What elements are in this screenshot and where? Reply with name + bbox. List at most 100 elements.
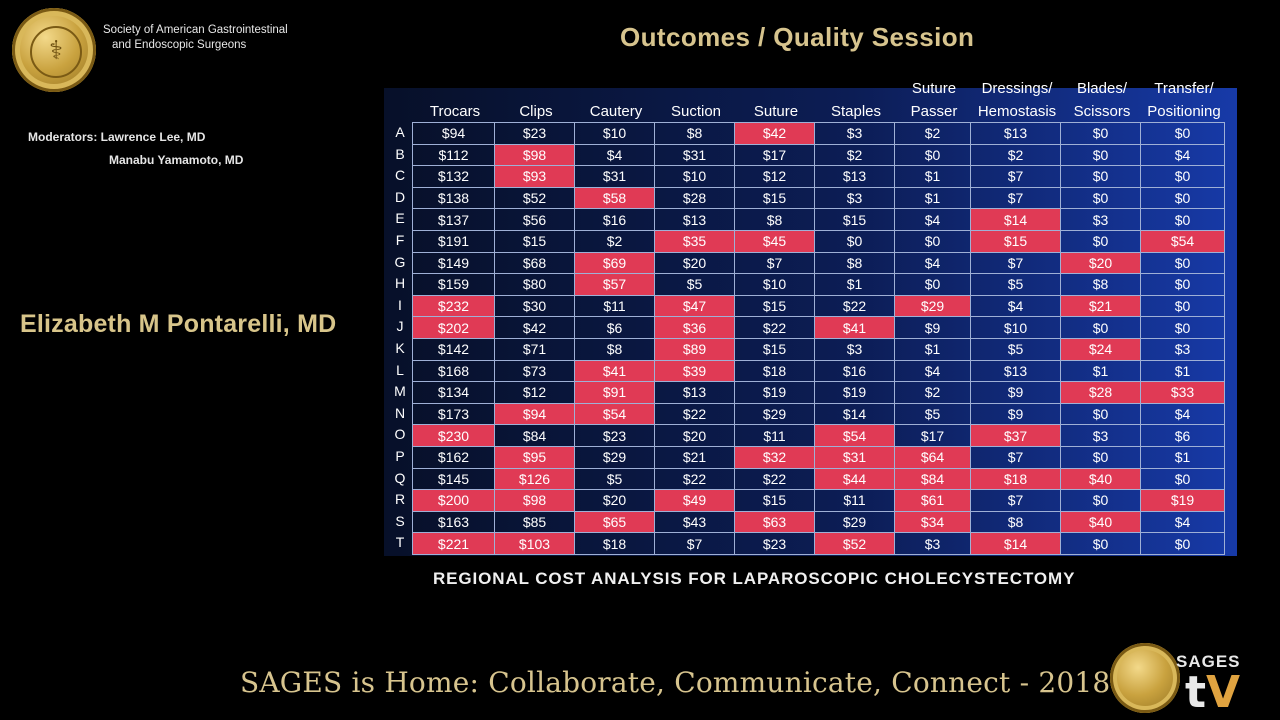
row-label: A: [395, 124, 405, 140]
table-cell: $3: [814, 122, 895, 145]
table-cell: $93: [494, 165, 575, 188]
table-row: $112 $98 $4 $31 $17 $2 $0 $2 $0 $4: [412, 143, 1225, 167]
row-label: D: [394, 188, 406, 205]
table-cell: $12: [734, 165, 815, 188]
table-cell: $12: [494, 381, 575, 404]
column-header-line: Trocars: [429, 103, 481, 120]
table-row: $230 $84 $23 $20 $11 $54 $17 $37 $3 $6: [412, 424, 1225, 447]
table-cell: $43: [654, 510, 735, 534]
table-cell: $39: [654, 359, 735, 383]
table-cell: $8: [1060, 273, 1141, 296]
table-cell: $1: [1060, 359, 1141, 383]
table-cell: $202: [412, 316, 495, 339]
table-cell: $49: [654, 489, 735, 512]
table-cell: $0: [1140, 294, 1225, 318]
column-header-line: Passer: [910, 103, 958, 120]
table-cell: $137: [412, 208, 495, 231]
table-cell: $3: [894, 532, 971, 555]
table-cell: $9: [970, 381, 1061, 404]
table-cell: $19: [1140, 489, 1225, 512]
table-cell: $13: [814, 165, 895, 188]
table-cell: $31: [814, 445, 895, 469]
column-header-line: Cautery: [589, 103, 643, 120]
row-label: M: [394, 383, 406, 400]
table-cell: $13: [970, 359, 1061, 383]
table-row: $163 $85 $65 $43 $63 $29 $34 $8 $40 $4: [412, 510, 1225, 534]
table-cell: $4: [1140, 402, 1225, 426]
table-cell: $7: [734, 251, 815, 275]
org-line-2: and Endoscopic Surgeons: [112, 39, 247, 51]
table-cell: $22: [734, 316, 815, 339]
column-header: Cautery: [576, 100, 656, 123]
table-cell: $19: [814, 381, 895, 404]
column-header-line: Suture: [911, 80, 957, 97]
table-cell: $20: [654, 424, 735, 447]
table-cell: $11: [814, 489, 895, 512]
column-header-line: Suture: [753, 103, 799, 120]
table-cell: $149: [412, 251, 495, 275]
table-cell: $8: [734, 208, 815, 231]
table-cell: $4: [1140, 510, 1225, 534]
table-cell: $163: [412, 510, 495, 534]
table-cell: $134: [412, 381, 495, 404]
table-cell: $168: [412, 359, 495, 383]
slide-caption: REGIONAL COST ANALYSIS FOR LAPAROSCOPIC …: [433, 569, 1076, 588]
table-cell: $10: [734, 273, 815, 296]
table-row: $159 $80 $57 $5 $10 $1 $0 $5 $8 $0: [412, 273, 1225, 296]
table-cell: $9: [894, 316, 971, 339]
table-cell: $54: [1140, 229, 1225, 253]
table-row: $149 $68 $69 $20 $7 $8 $4 $7 $20 $0: [412, 251, 1225, 275]
table-row: $137 $56 $16 $13 $8 $15 $4 $14 $3 $0: [412, 208, 1225, 231]
table-cell: $9: [970, 402, 1061, 426]
table-cell: $8: [574, 337, 655, 361]
table-cell: $0: [1060, 532, 1141, 555]
table-cell: $2: [970, 143, 1061, 167]
table-cell: $8: [654, 122, 735, 145]
table-cell: $23: [494, 122, 575, 145]
table-cell: $22: [654, 467, 735, 491]
row-label: G: [394, 253, 406, 270]
table-cell: $221: [412, 532, 495, 555]
table-cell: $98: [494, 143, 575, 167]
table-cell: $1: [894, 186, 971, 210]
table-row: $145 $126 $5 $22 $22 $44 $84 $18 $40 $0: [412, 467, 1225, 491]
table-cell: $3: [1140, 337, 1225, 361]
row-label: P: [395, 448, 405, 464]
table-cell: $200: [412, 489, 495, 512]
table-cell: $230: [412, 424, 495, 447]
table-cell: $31: [654, 143, 735, 167]
table-cell: $20: [1060, 251, 1141, 275]
table-cell: $0: [1140, 316, 1225, 339]
table-cell: $6: [1140, 424, 1225, 447]
table-cell: $4: [1140, 143, 1225, 167]
table-cell: $54: [814, 424, 895, 447]
table-cell: $159: [412, 273, 495, 296]
sages-tv-seal-logo: [1110, 643, 1180, 713]
table-cell: $2: [894, 381, 971, 404]
table-cell: $41: [574, 359, 655, 383]
column-header-line: Blades/: [1076, 80, 1128, 97]
table-cell: $30: [494, 294, 575, 318]
row-label: B: [395, 145, 405, 162]
table-cell: $40: [1060, 467, 1141, 491]
table-cell: $191: [412, 229, 495, 253]
column-header: Blades/Scissors: [1062, 77, 1142, 123]
table-cell: $1: [814, 273, 895, 296]
table-cell: $80: [494, 273, 575, 296]
table-cell: $17: [894, 424, 971, 447]
table-cell: $22: [654, 402, 735, 426]
table-cell: $42: [494, 316, 575, 339]
table-cell: $145: [412, 467, 495, 491]
table-cell: $98: [494, 489, 575, 512]
table-cell: $0: [1140, 251, 1225, 275]
table-cell: $28: [654, 186, 735, 210]
table-cell: $3: [1060, 424, 1141, 447]
row-label: H: [394, 275, 406, 292]
table-cell: $103: [494, 532, 575, 555]
table-cell: $14: [970, 208, 1061, 231]
table-cell: $28: [1060, 381, 1141, 404]
table-cell: $8: [970, 510, 1061, 534]
table-cell: $44: [814, 467, 895, 491]
table-cell: $94: [412, 122, 495, 145]
tv-logo-v: V: [1206, 667, 1241, 718]
